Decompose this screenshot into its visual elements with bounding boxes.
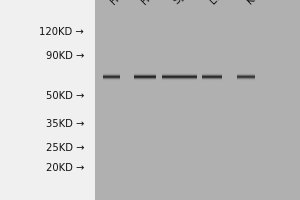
- Bar: [134, 71, 156, 72]
- Text: Lung: Lung: [207, 0, 232, 6]
- Bar: [134, 75, 156, 76]
- Bar: [162, 78, 196, 79]
- Bar: [134, 79, 156, 80]
- Bar: [94, 0, 300, 200]
- Bar: [202, 81, 222, 82]
- Text: 120KD →: 120KD →: [39, 27, 84, 37]
- Bar: [237, 76, 255, 77]
- Bar: [237, 81, 255, 82]
- Bar: [103, 81, 120, 82]
- Bar: [162, 77, 196, 78]
- Bar: [134, 82, 156, 83]
- Bar: [237, 79, 255, 80]
- Bar: [103, 73, 120, 74]
- Bar: [202, 73, 222, 74]
- Bar: [134, 76, 156, 77]
- Bar: [202, 82, 222, 83]
- Text: Heart: Heart: [139, 0, 167, 6]
- Bar: [237, 82, 255, 83]
- Bar: [202, 76, 222, 77]
- Bar: [103, 76, 120, 77]
- Bar: [103, 74, 120, 75]
- Bar: [134, 81, 156, 82]
- Text: 35KD →: 35KD →: [46, 119, 84, 129]
- Bar: [162, 76, 196, 77]
- Bar: [237, 74, 255, 75]
- Bar: [103, 71, 120, 72]
- Text: 25KD →: 25KD →: [46, 143, 84, 153]
- Bar: [202, 74, 222, 75]
- Text: Hela: Hela: [108, 0, 132, 6]
- Bar: [134, 72, 156, 73]
- Bar: [202, 75, 222, 76]
- Bar: [202, 72, 222, 73]
- Bar: [162, 81, 196, 82]
- Bar: [0, 0, 94, 200]
- Bar: [202, 80, 222, 81]
- Bar: [103, 72, 120, 73]
- Bar: [237, 77, 255, 78]
- Bar: [103, 82, 120, 83]
- Bar: [162, 75, 196, 76]
- Bar: [103, 79, 120, 80]
- Bar: [237, 72, 255, 73]
- Bar: [103, 75, 120, 76]
- Bar: [237, 75, 255, 76]
- Bar: [103, 77, 120, 78]
- Bar: [134, 74, 156, 75]
- Text: 90KD →: 90KD →: [46, 51, 84, 61]
- Bar: [202, 79, 222, 80]
- Text: Kidney: Kidney: [245, 0, 277, 6]
- Text: 20KD →: 20KD →: [46, 163, 84, 173]
- Text: Spleen: Spleen: [171, 0, 204, 6]
- Bar: [134, 78, 156, 79]
- Bar: [162, 73, 196, 74]
- Bar: [162, 82, 196, 83]
- Bar: [162, 72, 196, 73]
- Text: 50KD →: 50KD →: [46, 91, 84, 101]
- Bar: [162, 74, 196, 75]
- Bar: [237, 71, 255, 72]
- Bar: [134, 80, 156, 81]
- Bar: [162, 79, 196, 80]
- Bar: [237, 78, 255, 79]
- Bar: [162, 80, 196, 81]
- Bar: [103, 80, 120, 81]
- Bar: [202, 77, 222, 78]
- Bar: [237, 80, 255, 81]
- Bar: [202, 71, 222, 72]
- Bar: [134, 73, 156, 74]
- Bar: [202, 78, 222, 79]
- Bar: [162, 71, 196, 72]
- Bar: [134, 77, 156, 78]
- Bar: [237, 73, 255, 74]
- Bar: [103, 78, 120, 79]
